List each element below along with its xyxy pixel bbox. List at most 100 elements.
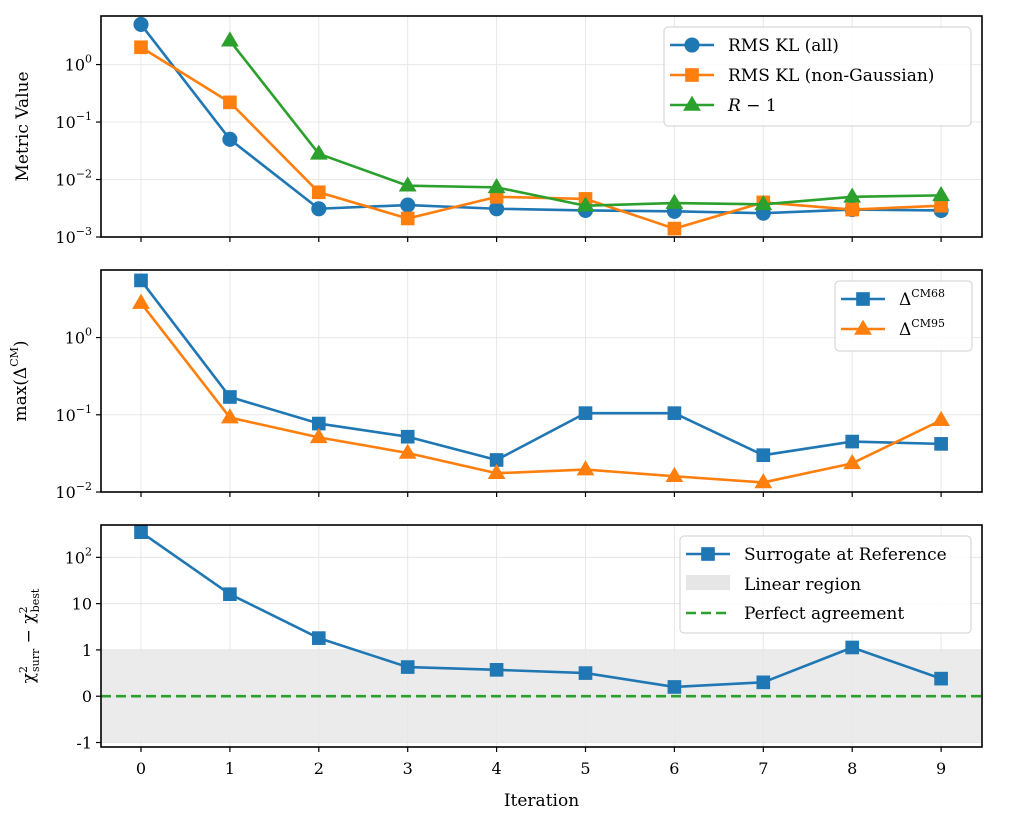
legend-marker-0 xyxy=(684,37,700,53)
x-tick-label-8: 8 xyxy=(847,759,857,778)
data-point-1-0 xyxy=(132,293,150,309)
legend-label-1: Linear region xyxy=(744,575,861,595)
data-point-2-3 xyxy=(487,178,506,194)
legend-patch-1 xyxy=(686,575,730,590)
series-line-1 xyxy=(139,302,942,484)
data-point-1-8 xyxy=(843,453,862,470)
data-point-0-8 xyxy=(845,434,860,449)
data-point-1-9 xyxy=(934,198,948,213)
data-point-1-6 xyxy=(667,221,682,236)
legend: Surrogate at Reference Linear region Perfe… xyxy=(679,535,972,634)
y-tick-label-0: 10−3 xyxy=(55,225,92,247)
axes-frame xyxy=(100,15,983,238)
data-point-0-2 xyxy=(311,201,327,217)
y-tick-label-2: 1 xyxy=(82,641,92,660)
y-tick-label-3: 10 xyxy=(72,595,92,614)
data-point-0-8 xyxy=(845,640,860,655)
data-point-0-5 xyxy=(578,406,593,420)
data-point-1-2 xyxy=(309,428,328,444)
legend-label-0: ΔCM68 xyxy=(899,287,945,310)
data-point-2-4 xyxy=(576,196,595,212)
chart-panel-bottom: -1 0 1 10 102 χ2surr − χ2best 0 1 2 3 4 5 6 7 8 9 Iterat… xyxy=(17,525,982,811)
data-point-0-2 xyxy=(311,631,326,645)
x-tick-label-2: 2 xyxy=(314,759,324,778)
legend-box xyxy=(679,535,972,634)
data-point-1-5 xyxy=(576,460,595,476)
data-point-0-9 xyxy=(934,671,948,686)
data-point-0-2 xyxy=(311,416,326,431)
data-point-1-2 xyxy=(311,185,326,200)
data-point-1-4 xyxy=(489,190,504,204)
data-point-0-5 xyxy=(578,666,593,680)
legend-marker-1 xyxy=(854,319,872,335)
x-tick-label-5: 5 xyxy=(580,759,590,778)
series-line-0 xyxy=(139,279,942,462)
series-line-0 xyxy=(139,23,942,215)
y-axis-title: Metric Value xyxy=(13,71,33,181)
data-point-1-1 xyxy=(223,95,237,110)
data-point-0-4 xyxy=(489,453,504,467)
y-tick-label-0: -1 xyxy=(76,734,92,753)
data-point-1-4 xyxy=(487,463,506,480)
data-point-2-0 xyxy=(221,31,239,47)
data-point-0-6 xyxy=(667,406,682,420)
legend: RMS KL (all) RMS KL (non-Gaussian) R − 1 xyxy=(663,26,972,127)
legend-label-2: R − 1 xyxy=(727,96,777,116)
data-point-1-7 xyxy=(754,473,773,489)
data-point-1-6 xyxy=(665,466,684,483)
data-point-0-0 xyxy=(133,16,149,32)
axes-frame xyxy=(100,524,983,748)
data-point-0-7 xyxy=(756,448,771,462)
x-tick-label-9: 9 xyxy=(936,759,946,778)
x-tick-label-4: 4 xyxy=(492,759,502,778)
data-point-1-8 xyxy=(845,202,860,217)
legend-label-2: Perfect agreement xyxy=(744,604,904,624)
y-tick-label-1: 10−1 xyxy=(55,403,92,425)
x-tick-label-7: 7 xyxy=(758,759,768,778)
y-axis-title: max(ΔCM) xyxy=(8,340,31,421)
data-point-2-6 xyxy=(754,194,773,211)
data-point-0-7 xyxy=(756,675,771,690)
data-point-2-8 xyxy=(932,186,950,202)
legend-label-0: RMS KL (all) xyxy=(728,36,839,56)
data-point-0-0 xyxy=(134,273,148,288)
x-tick-label-0: 0 xyxy=(136,759,146,778)
y-tick-label-1: 0 xyxy=(82,687,92,706)
data-point-0-6 xyxy=(667,680,682,694)
y-tick-label-1: 10−2 xyxy=(55,168,92,190)
legend-label-1: ΔCM95 xyxy=(899,317,945,340)
data-point-0-4 xyxy=(489,663,504,677)
data-point-2-7 xyxy=(843,187,862,203)
chart-panel-middle: 10−2 10−1 100 max(ΔCM) ΔCM68 ΔCM95 xyxy=(8,270,982,502)
data-point-0-0 xyxy=(134,525,148,539)
data-point-0-3 xyxy=(400,197,416,213)
x-tick-label-6: 6 xyxy=(669,759,679,778)
data-point-1-0 xyxy=(134,40,148,55)
legend-label-1: RMS KL (non-Gaussian) xyxy=(728,66,934,86)
y-tick-label-2: 10−1 xyxy=(55,110,92,132)
legend-marker-2 xyxy=(683,95,701,111)
y-tick-label-2: 100 xyxy=(65,326,92,348)
legend-marker-0 xyxy=(856,292,870,306)
y-tick-label-4: 102 xyxy=(65,545,92,567)
data-point-1-9 xyxy=(932,410,950,427)
data-point-1-3 xyxy=(400,211,415,226)
x-tick-label-1: 1 xyxy=(225,759,235,778)
data-point-1-1 xyxy=(221,408,239,424)
x-axis-title: Iteration xyxy=(504,791,579,811)
legend-marker-1 xyxy=(685,68,699,82)
legend: ΔCM68 ΔCM95 xyxy=(834,280,973,352)
legend-box xyxy=(663,26,972,127)
axes-frame xyxy=(100,269,983,493)
data-point-0-1 xyxy=(223,390,237,404)
y-tick-label-3: 100 xyxy=(65,53,92,75)
data-point-2-1 xyxy=(309,144,328,160)
data-point-0-3 xyxy=(400,429,415,444)
legend-marker-0 xyxy=(701,547,715,561)
y-axis-title: χ2surr − χ2best xyxy=(17,588,42,683)
data-point-0-1 xyxy=(222,131,238,147)
data-point-2-2 xyxy=(398,176,417,192)
data-point-2-5 xyxy=(665,193,684,209)
